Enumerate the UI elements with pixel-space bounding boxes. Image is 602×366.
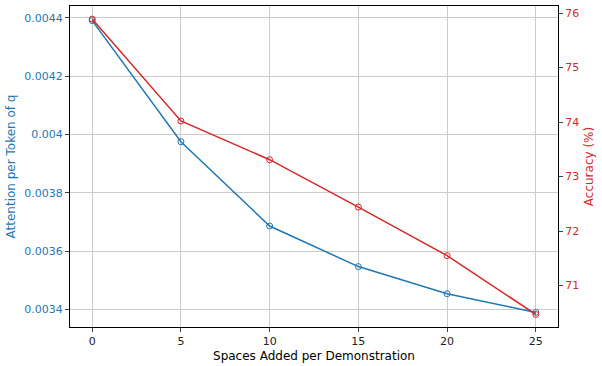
svg-text:Attention per Token of q: Attention per Token of q	[4, 95, 18, 239]
svg-text:Accuracy (%): Accuracy (%)	[582, 127, 596, 206]
svg-text:0.0038: 0.0038	[24, 187, 63, 200]
svg-text:0.0042: 0.0042	[24, 70, 63, 83]
svg-text:0.004: 0.004	[31, 128, 63, 141]
svg-text:71: 71	[565, 279, 579, 292]
svg-text:Spaces Added per Demonstration: Spaces Added per Demonstration	[213, 349, 415, 363]
svg-text:72: 72	[565, 225, 579, 238]
svg-text:0.0044: 0.0044	[24, 12, 63, 25]
svg-text:75: 75	[565, 61, 579, 74]
svg-text:5: 5	[177, 335, 184, 348]
svg-text:74: 74	[565, 116, 579, 129]
svg-text:73: 73	[565, 170, 579, 183]
svg-text:25: 25	[529, 335, 543, 348]
svg-text:15: 15	[351, 335, 365, 348]
svg-text:20: 20	[440, 335, 454, 348]
svg-text:10: 10	[263, 335, 277, 348]
svg-text:0.0034: 0.0034	[24, 303, 63, 316]
svg-text:76: 76	[565, 7, 579, 20]
svg-text:0.0036: 0.0036	[24, 245, 63, 258]
svg-text:0: 0	[89, 335, 96, 348]
